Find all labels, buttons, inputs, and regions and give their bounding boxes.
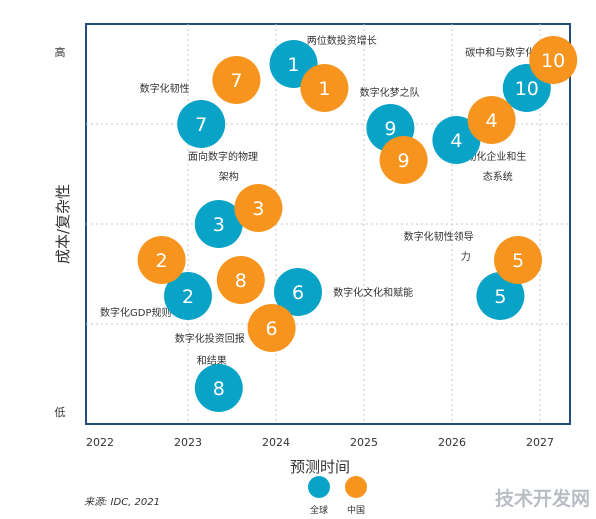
china-point-1: 1 — [300, 64, 349, 112]
point-marker — [194, 364, 243, 412]
point-marker — [137, 236, 186, 284]
global-point-2: 2 — [164, 272, 212, 320]
annotation-label: 数字化韧性领导 — [404, 230, 474, 243]
x-tick-label: 2027 — [526, 436, 554, 449]
legend-swatch-global — [308, 476, 330, 498]
point-label: 5 — [494, 286, 506, 308]
point-marker — [216, 256, 265, 304]
point-marker — [274, 268, 322, 316]
point-label: 10 — [515, 78, 539, 100]
point-marker — [494, 236, 542, 284]
china-point-2: 2 — [137, 236, 186, 284]
point-marker — [300, 64, 349, 112]
annotation-label: 数字化韧性 — [140, 82, 190, 95]
point-label: 7 — [230, 70, 242, 92]
point-marker — [432, 116, 481, 164]
point-marker — [467, 96, 516, 144]
point-marker — [164, 272, 212, 320]
point-label: 9 — [398, 150, 410, 172]
china-point-3: 3 — [234, 184, 283, 232]
annotation-label: 数字化投资回报 — [175, 332, 245, 345]
point-label: 9 — [384, 118, 396, 140]
x-tick-label: 2025 — [350, 436, 378, 449]
global-point-5: 5 — [476, 272, 525, 320]
annotation-label: 架构 — [219, 170, 239, 183]
point-label: 7 — [195, 114, 207, 136]
x-tick-label: 2026 — [438, 436, 466, 449]
x-axis-label: 预测时间 — [290, 458, 350, 476]
china-point-7: 7 — [212, 56, 261, 104]
point-marker — [212, 56, 261, 104]
point-label: 1 — [318, 78, 330, 100]
point-label: 3 — [213, 214, 225, 236]
global-point-6: 6 — [274, 268, 322, 316]
point-marker — [529, 36, 578, 84]
global-point-7: 7 — [177, 100, 226, 148]
china-point-6: 6 — [247, 304, 296, 352]
point-label: 4 — [450, 130, 462, 152]
global-point-8: 8 — [194, 364, 243, 412]
point-marker — [177, 100, 226, 148]
source-note: 来源: IDC, 2021 — [84, 496, 160, 508]
china-point-9: 9 — [379, 136, 428, 184]
legend: 全球 中国 — [308, 476, 367, 516]
annotation-label: 碳中和与数字化 — [465, 46, 535, 59]
y-axis-ticks: 高低 — [55, 45, 66, 419]
y-tick-label: 高 — [55, 45, 66, 59]
x-axis-ticks: 2022 2023 2024 2025 2026 2027 — [86, 436, 554, 449]
point-label: 8 — [213, 378, 225, 400]
annotation-label: 数字化GDP规则 — [100, 306, 171, 319]
x-tick-label: 2024 — [262, 436, 290, 449]
global-point-4: 4 — [432, 116, 481, 164]
point-marker — [379, 136, 428, 184]
legend-label-global: 全球 — [310, 504, 328, 516]
point-label: 3 — [252, 198, 264, 220]
point-marker — [247, 304, 296, 352]
point-label: 1 — [288, 54, 300, 76]
annotation-label: 态系统 — [483, 170, 513, 183]
point-label: 10 — [541, 50, 565, 72]
legend-label-china: 中国 — [347, 504, 365, 516]
global-point-3: 3 — [194, 200, 243, 248]
point-label: 6 — [292, 282, 304, 304]
china-point-4: 4 — [467, 96, 516, 144]
china-point-10: 10 — [529, 36, 578, 84]
y-axis-label: 成本/复杂性 — [54, 184, 72, 264]
point-label: 6 — [266, 318, 278, 340]
data-points: 1 2 3 4 5 6 7 8 9 10 1 2 3 4 5 6 7 8 9 10 — [137, 36, 578, 412]
point-label: 5 — [512, 250, 524, 272]
china-point-8: 8 — [216, 256, 265, 304]
point-marker — [234, 184, 283, 232]
point-label: 2 — [182, 286, 194, 308]
annotation-label: 数字化梦之队 — [360, 86, 420, 99]
point-marker — [194, 200, 243, 248]
point-label: 8 — [235, 270, 247, 292]
point-label: 4 — [486, 110, 498, 132]
x-tick-label: 2023 — [174, 436, 202, 449]
point-marker — [476, 272, 525, 320]
x-tick-label: 2022 — [86, 436, 114, 449]
annotation-label: 力 — [461, 250, 471, 263]
china-point-5: 5 — [494, 236, 542, 284]
annotation-label: 数字化文化和赋能 — [333, 286, 413, 299]
annotation-label: 和结果 — [197, 354, 227, 367]
legend-swatch-china — [345, 476, 367, 498]
annotation-label: 两位数投资增长 — [307, 34, 377, 47]
watermark: 技术开发网 — [495, 487, 590, 510]
annotation-label: 面向数字的物理 — [188, 150, 258, 163]
y-tick-label: 低 — [55, 406, 66, 419]
point-label: 2 — [156, 250, 168, 272]
